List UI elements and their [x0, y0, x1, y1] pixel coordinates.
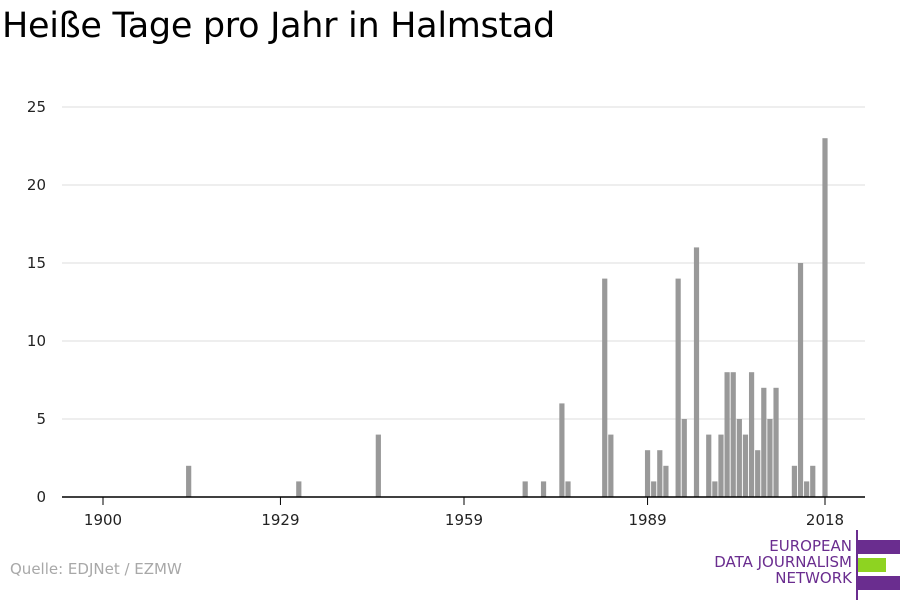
bar — [657, 450, 663, 497]
logo-divider — [856, 530, 858, 600]
x-tick-label: 1900 — [84, 511, 122, 529]
y-axis-ticks: 0 5 10 15 20 25 — [27, 98, 46, 506]
bar — [681, 419, 687, 497]
y-tick-label: 5 — [36, 410, 46, 428]
x-tick-label: 1929 — [261, 511, 299, 529]
edjnet-logo-text: EUROPEAN DATA JOURNALISM NETWORK — [714, 538, 852, 586]
bar — [773, 387, 779, 497]
gridlines — [62, 106, 865, 420]
bar — [712, 481, 718, 497]
logo-bar-top — [858, 540, 900, 554]
y-tick-label: 25 — [27, 98, 46, 116]
bar — [651, 481, 657, 497]
bar — [804, 481, 810, 497]
bar — [693, 247, 700, 497]
bar — [822, 138, 828, 497]
bar — [797, 263, 804, 497]
bar — [748, 372, 755, 497]
x-tick-label: 2018 — [806, 511, 844, 529]
x-tick-label: 1989 — [628, 511, 666, 529]
source-note: Quelle: EDJNet / EZMW — [10, 560, 182, 578]
bar — [375, 434, 381, 497]
bar — [644, 450, 651, 497]
bar — [718, 434, 724, 497]
logo-line-2: DATA JOURNALISM — [714, 553, 852, 571]
bar — [296, 481, 302, 497]
bar — [730, 372, 736, 497]
bar — [559, 403, 565, 497]
bar — [522, 481, 528, 497]
bar — [565, 481, 571, 497]
logo-bar-bottom — [858, 576, 900, 590]
edjnet-logo-icon — [858, 540, 900, 590]
bar — [767, 419, 773, 497]
logo-line-3: NETWORK — [775, 569, 852, 587]
bar — [186, 465, 192, 497]
bar — [602, 278, 608, 497]
logo-line-1: EUROPEAN — [769, 537, 852, 555]
bar — [675, 278, 681, 497]
bar — [761, 387, 767, 497]
bar — [663, 465, 669, 497]
x-axis: 1900 1929 1959 1989 2018 — [62, 496, 865, 529]
bar — [540, 481, 547, 497]
y-tick-label: 20 — [27, 176, 46, 194]
bar — [736, 419, 742, 497]
bar — [791, 465, 798, 497]
bar — [755, 450, 761, 497]
bar — [810, 465, 816, 497]
x-tick-label: 1959 — [445, 511, 483, 529]
chart-title: Heiße Tage pro Jahr in Halmstad — [2, 6, 555, 46]
bar — [608, 434, 614, 497]
bar — [706, 434, 712, 497]
bar — [742, 434, 749, 497]
y-tick-label: 0 — [36, 488, 46, 506]
y-tick-label: 15 — [27, 254, 46, 272]
bar — [724, 372, 730, 497]
bars — [186, 138, 828, 497]
logo-bar-middle — [858, 558, 886, 572]
y-tick-label: 10 — [27, 332, 46, 350]
